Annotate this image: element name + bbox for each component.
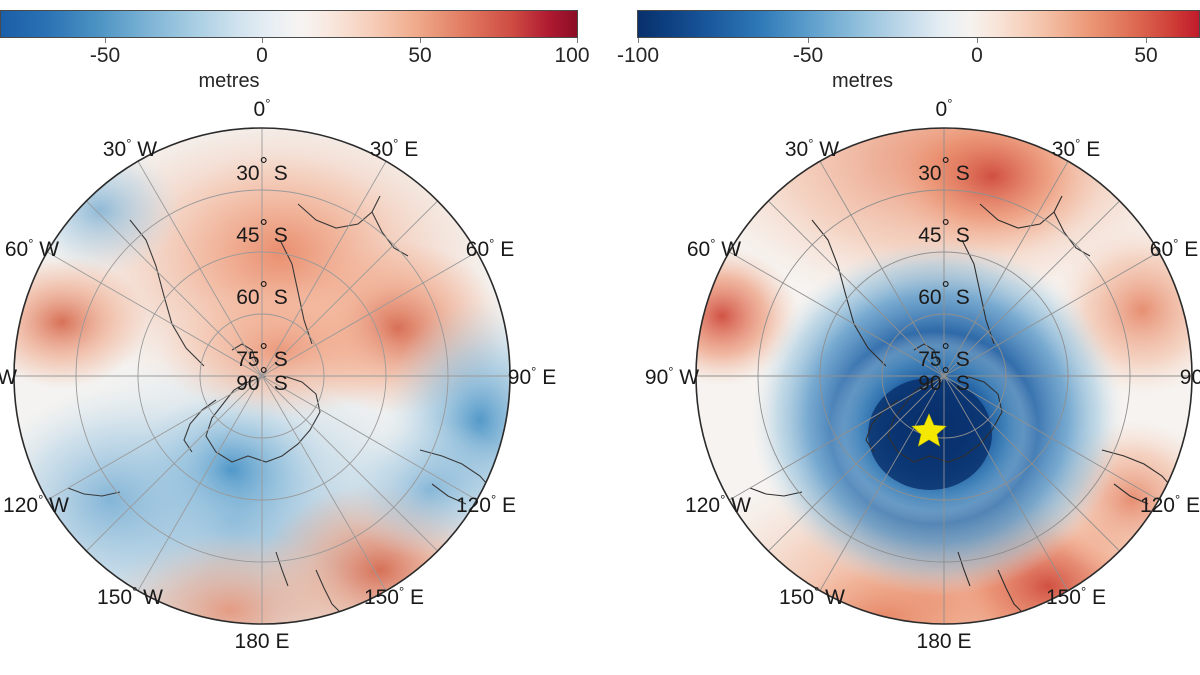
map-right-lat-labels: 30° S 45° S 60° S 75° S 90° S — [918, 154, 970, 395]
svg-text:30° W: 30° W — [103, 136, 157, 161]
station-star-icon — [911, 413, 947, 447]
colorbar-left-tick-3: 100 — [554, 44, 590, 67]
svg-text:60° E: 60° E — [1150, 236, 1198, 261]
svg-text:45° S: 45° S — [918, 216, 970, 247]
svg-text:90° S: 90° S — [236, 364, 288, 395]
svg-text:120° W: 120° W — [3, 492, 69, 517]
svg-text:90° W: 90° W — [645, 364, 699, 389]
map-left-field — [14, 128, 510, 624]
svg-text:150° E: 150° E — [364, 584, 424, 609]
svg-text:90° W: 90° W — [0, 364, 17, 389]
svg-text:30° E: 30° E — [370, 136, 418, 161]
svg-text:90° E: 90° E — [1180, 364, 1200, 389]
svg-text:90° S: 90° S — [918, 364, 970, 395]
map-left-border — [13, 127, 511, 625]
map-right[interactable]: 0° 30° W 30° E 60° W 60° E 90° W 90° E 1… — [645, 96, 1200, 675]
graticule-right — [696, 128, 1192, 624]
colorbar-left-ticks — [0, 38, 578, 44]
svg-text:150° E: 150° E — [1046, 584, 1106, 609]
svg-text:120° E: 120° E — [1140, 492, 1200, 517]
svg-text:75° S: 75° S — [918, 340, 970, 371]
colorbar-left-gradient — [0, 10, 578, 38]
svg-text:60° S: 60° S — [918, 278, 970, 309]
colorbar-right-tick-3: 50 — [1134, 44, 1158, 67]
colorbar-left-unit: metres — [198, 70, 260, 92]
svg-text:60° W: 60° W — [5, 236, 59, 261]
map-left[interactable]: 0° 30° W 30° E 60° W 60° E 90° W 90° E 1… — [0, 96, 580, 675]
colorbar-right-tick-0: -100 — [616, 44, 660, 67]
colorbar-left: -50 0 50 100 metres — [0, 10, 590, 102]
svg-text:0°: 0° — [936, 96, 953, 121]
colorbar-right-tick-1: -50 — [792, 44, 824, 67]
svg-text:90° E: 90° E — [508, 364, 556, 389]
svg-text:30° S: 30° S — [918, 154, 970, 185]
svg-text:30° S: 30° S — [236, 154, 288, 185]
map-left-lat-labels: 30° S 45° S 60° S 75° S 90° S — [236, 154, 288, 395]
colorbar-left-ticklabels: -50 0 50 100 — [0, 43, 590, 69]
map-left-lon-labels: 0° 30° W 30° E 60° W 60° E 90° W 90° E 1… — [0, 96, 556, 653]
graticule-left — [14, 128, 510, 624]
colorbar-right-unit: metres — [831, 70, 894, 92]
svg-text:180 E: 180 E — [235, 630, 290, 653]
svg-text:30° E: 30° E — [1052, 136, 1100, 161]
colorbar-left-tick-0: -50 — [89, 44, 121, 67]
colorbar-left-tick-2: 50 — [408, 44, 432, 67]
colorbar-right-tick-2: 0 — [971, 44, 983, 67]
svg-text:60° W: 60° W — [687, 236, 741, 261]
colorbar-right-gradient — [637, 10, 1200, 38]
svg-text:120° E: 120° E — [456, 492, 516, 517]
svg-text:150° W: 150° W — [97, 584, 163, 609]
svg-text:120° W: 120° W — [685, 492, 751, 517]
colorbar-right-ticklabels: -100 -50 0 50 — [617, 43, 1200, 69]
svg-text:60° S: 60° S — [236, 278, 288, 309]
svg-text:0°: 0° — [254, 96, 271, 121]
svg-text:45° S: 45° S — [236, 216, 288, 247]
colorbar-left-tick-1: 0 — [256, 44, 268, 67]
svg-text:150° W: 150° W — [779, 584, 845, 609]
svg-text:60° E: 60° E — [466, 236, 514, 261]
svg-text:30° W: 30° W — [785, 136, 839, 161]
map-right-border — [695, 127, 1193, 625]
coastline-right — [749, 195, 1177, 617]
map-right-field — [696, 128, 1192, 624]
svg-text:180 E: 180 E — [917, 630, 972, 653]
map-right-lon-labels: 0° 30° W 30° E 60° W 60° E 90° W 90° E 1… — [645, 96, 1200, 653]
colorbar-right-ticks — [637, 38, 1200, 44]
svg-text:75° S: 75° S — [236, 340, 288, 371]
colorbar-right: -100 -50 0 50 metres — [617, 10, 1200, 102]
